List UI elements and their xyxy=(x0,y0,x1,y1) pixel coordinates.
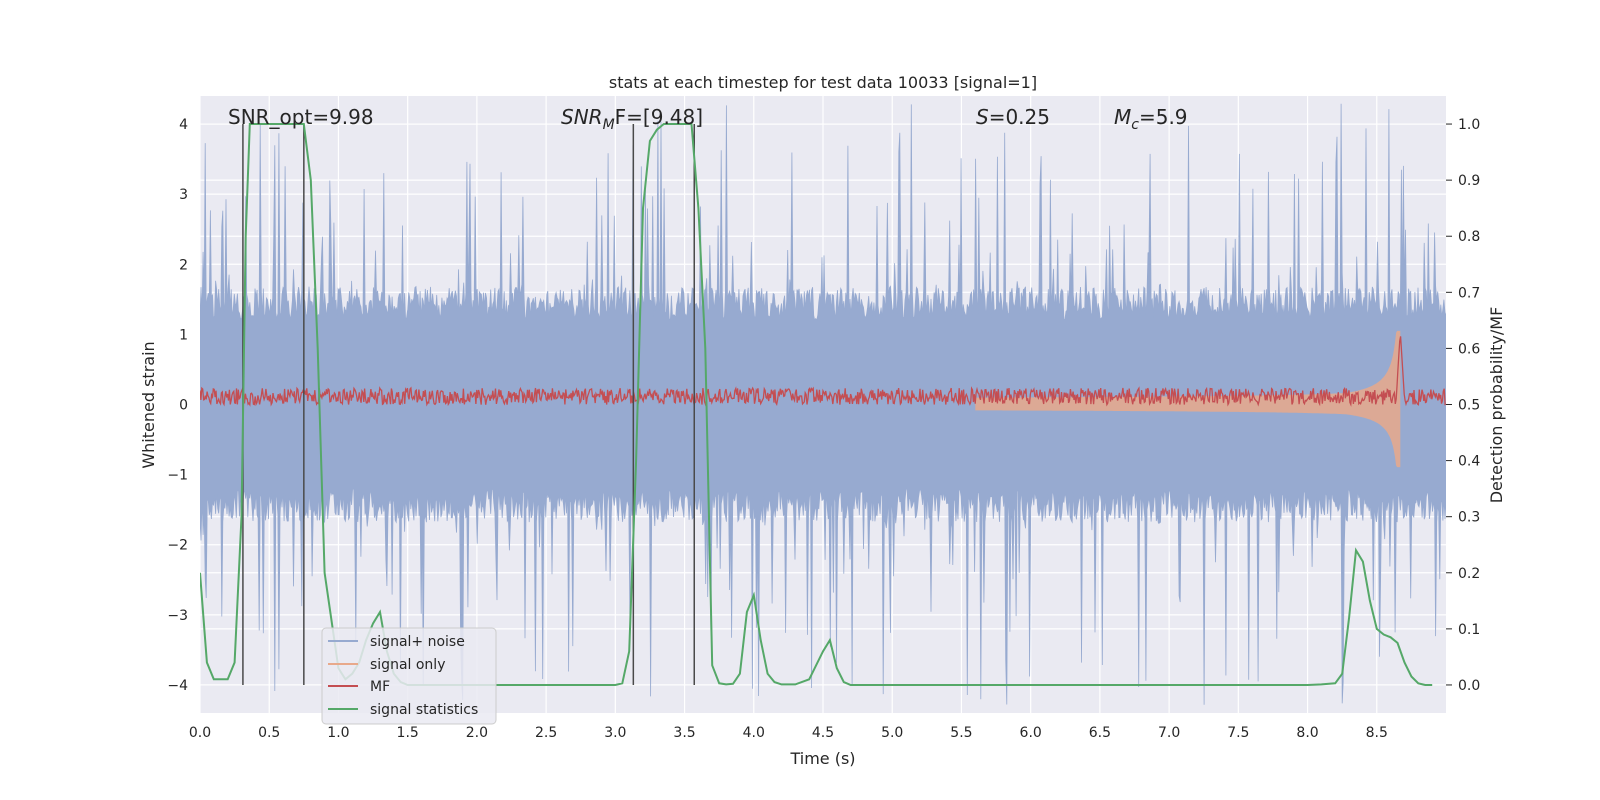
mc-sub: c xyxy=(1131,117,1139,133)
y-tick-label-right: 0.1 xyxy=(1458,622,1480,638)
y-tick-label-right: 0.6 xyxy=(1458,341,1480,357)
legend-label-signal-noise: signal+ noise xyxy=(370,634,465,650)
snr-mf-tail: F=[9.48] xyxy=(615,105,703,129)
y-tick-label-left: 1 xyxy=(179,327,188,343)
x-tick-label: 2.0 xyxy=(466,725,488,741)
x-axis-label: Time (s) xyxy=(789,749,855,768)
series-layer xyxy=(200,103,1446,705)
x-tick-label: 8.5 xyxy=(1366,725,1388,741)
x-tick-label: 5.5 xyxy=(950,725,972,741)
x-tick-label: 5.0 xyxy=(881,725,903,741)
mc-main: M xyxy=(1114,105,1131,129)
y-tick-label-right: 1.0 xyxy=(1458,117,1480,133)
annotation-s: S=0.25 xyxy=(976,105,1050,129)
annotation-mc: Mc=5.9 xyxy=(1114,105,1188,133)
annotation-snr-opt: SNR_opt=9.98 xyxy=(228,105,374,129)
y-tick-label-left: 2 xyxy=(179,257,188,273)
y-tick-label-left: −4 xyxy=(167,678,188,694)
x-tick-label: 6.0 xyxy=(1020,725,1042,741)
x-tick-label: 0.0 xyxy=(189,725,211,741)
y-tick-label-right: 0.3 xyxy=(1458,510,1480,526)
chart-title: stats at each timestep for test data 100… xyxy=(609,73,1037,92)
y-tick-label-left: 3 xyxy=(179,187,188,203)
series-signal-noise xyxy=(200,103,1446,705)
snr-mf-sub: M xyxy=(603,117,615,133)
y-tick-label-left: 0 xyxy=(179,398,188,414)
annotation-snr-mf: SNRMF=[9.48] xyxy=(561,105,703,133)
y-axis-label-right: Detection probability/MF xyxy=(1487,307,1506,504)
x-tick-label: 0.5 xyxy=(258,725,280,741)
x-tick-label: 8.0 xyxy=(1296,725,1318,741)
x-tick-label: 7.5 xyxy=(1227,725,1249,741)
ticks: 0.0 0.5 1.0 1.5 2.0 2.5 3.0 3.5 4.0 4.5 5.0 5.5 6.0 6… xyxy=(167,117,1480,741)
x-tick-label: 7.0 xyxy=(1158,725,1180,741)
x-tick-label: 4.0 xyxy=(743,725,765,741)
series-mf xyxy=(200,336,1446,407)
x-tick-label: 6.5 xyxy=(1089,725,1111,741)
x-tick-label: 4.5 xyxy=(812,725,834,741)
legend: signal+ noise signal only MF signal stat… xyxy=(321,627,497,725)
x-tick-label: 1.0 xyxy=(327,725,349,741)
series-signal-statistics xyxy=(200,123,1433,686)
y-tick-label-left: 4 xyxy=(179,117,188,133)
x-tick-label: 2.5 xyxy=(535,725,557,741)
y-tick-label-right: 0.0 xyxy=(1458,678,1480,694)
y-tick-label-right: 0.9 xyxy=(1458,173,1480,189)
y-tick-label-right: 0.7 xyxy=(1458,285,1480,301)
y-tick-label-right: 0.4 xyxy=(1458,454,1480,470)
y-tick-label-right: 0.5 xyxy=(1458,398,1480,414)
legend-label-signal-only: signal only xyxy=(370,657,445,673)
y-tick-label-right: 0.8 xyxy=(1458,229,1480,245)
s-tail: =0.25 xyxy=(989,105,1050,129)
y-tick-label-left: −2 xyxy=(167,538,188,554)
y-tick-label-left: −3 xyxy=(167,608,188,624)
y-axis-label-left: Whitened strain xyxy=(139,341,158,468)
x-tick-label: 1.5 xyxy=(397,725,419,741)
mc-tail: =5.9 xyxy=(1139,105,1188,129)
legend-label-mf: MF xyxy=(370,679,390,695)
x-tick-label: 3.0 xyxy=(604,725,626,741)
legend-box xyxy=(321,627,497,725)
x-tick-label: 3.5 xyxy=(673,725,695,741)
snr-mf-main: SNR xyxy=(561,105,603,129)
s-main: S xyxy=(976,105,989,129)
y-tick-label-left: −1 xyxy=(167,468,188,484)
y-tick-label-right: 0.2 xyxy=(1458,566,1480,582)
legend-label-signal-statistics: signal statistics xyxy=(370,702,478,718)
